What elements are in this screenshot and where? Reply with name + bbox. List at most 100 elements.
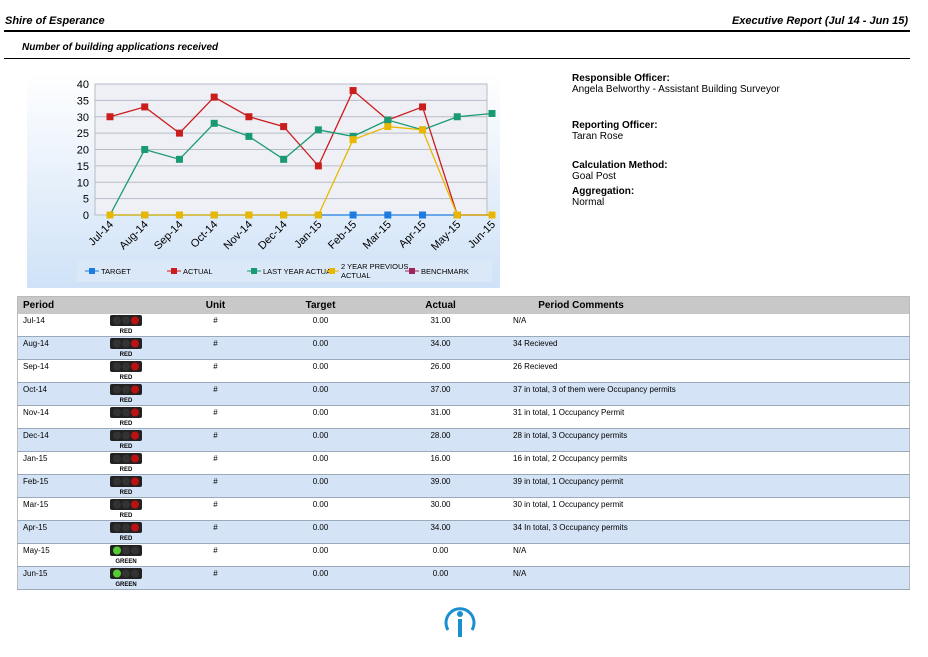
row: Aug-14 RED #0.00 34.00 34 Recieved bbox=[17, 336, 910, 360]
status-label: RED bbox=[119, 536, 132, 541]
actual: 0.00 bbox=[373, 543, 508, 567]
rule bbox=[4, 30, 910, 32]
status-label: RED bbox=[119, 375, 132, 380]
lamp bbox=[112, 454, 121, 463]
header-cell: Period bbox=[17, 296, 88, 314]
target: 0.00 bbox=[268, 428, 373, 452]
marker bbox=[245, 132, 253, 140]
row: May-15 GREEN #0.00 0.00 N/A bbox=[17, 543, 910, 567]
target: 0.00 bbox=[268, 497, 373, 521]
status: RED bbox=[88, 474, 163, 498]
status: RED bbox=[88, 359, 163, 383]
lamp bbox=[130, 362, 139, 371]
info-label: Responsible Officer: bbox=[572, 73, 670, 84]
lamp bbox=[121, 339, 130, 348]
status: GREEN bbox=[88, 543, 163, 567]
period: Mar-15 bbox=[17, 497, 88, 521]
unit: # bbox=[163, 520, 268, 544]
logo bbox=[444, 607, 476, 637]
comment: 39 in total, 1 Occupancy permit bbox=[508, 474, 910, 498]
legend-swatch bbox=[251, 268, 257, 274]
status: RED bbox=[88, 405, 163, 429]
marker bbox=[280, 211, 288, 219]
period: Apr-15 bbox=[17, 520, 88, 544]
legend-swatch bbox=[171, 268, 177, 274]
actual: 28.00 bbox=[373, 428, 508, 452]
status-label: RED bbox=[119, 421, 132, 426]
status-label: RED bbox=[119, 467, 132, 472]
row: Jun-15 GREEN #0.00 0.00 N/A bbox=[17, 566, 910, 590]
legend-label: BENCHMARK bbox=[421, 267, 469, 276]
header-cell: Period Comments bbox=[508, 296, 910, 314]
unit: # bbox=[163, 382, 268, 406]
legend-bg bbox=[77, 260, 492, 282]
marker bbox=[384, 116, 392, 124]
traffic-light: RED bbox=[109, 315, 142, 335]
traffic-light: RED bbox=[109, 361, 142, 381]
lamp bbox=[121, 454, 130, 463]
traffic-light: RED bbox=[109, 476, 142, 496]
comment: 34 In total, 3 Occupancy permits bbox=[508, 520, 910, 544]
row: Jan-15 RED #0.00 16.00 16 in total, 2 Occupa… bbox=[17, 451, 910, 475]
lamp bbox=[130, 546, 139, 555]
legend-swatch bbox=[89, 268, 95, 274]
marker bbox=[175, 211, 183, 219]
subtitle: Number of building applications received bbox=[22, 42, 219, 53]
status-label: RED bbox=[119, 513, 132, 518]
y-tick-label: 15 bbox=[77, 161, 89, 173]
marker bbox=[349, 136, 357, 144]
marker bbox=[106, 113, 114, 121]
lamp bbox=[121, 546, 130, 555]
lamp bbox=[112, 477, 121, 486]
status: RED bbox=[88, 428, 163, 452]
row: Sep-14 RED #0.00 26.00 26 Recieved bbox=[17, 359, 910, 383]
lamp bbox=[112, 316, 121, 325]
comment: 30 in total, 1 Occupancy permit bbox=[508, 497, 910, 521]
period: Jun-15 bbox=[17, 566, 88, 590]
actual: 26.00 bbox=[373, 359, 508, 383]
header-cell bbox=[88, 296, 163, 314]
lamp bbox=[112, 385, 121, 394]
y-tick-label: 10 bbox=[77, 177, 89, 189]
table: Period Unit Target Actual Period Comments Jul… bbox=[17, 296, 910, 590]
period: May-15 bbox=[17, 543, 88, 567]
lamp bbox=[121, 569, 130, 578]
status-label: RED bbox=[119, 329, 132, 334]
marker bbox=[245, 113, 253, 121]
legend-label: 2 YEAR PREVIOUS ACTUAL bbox=[341, 262, 408, 280]
unit: # bbox=[163, 405, 268, 429]
marker bbox=[175, 129, 183, 137]
y-tick-label: 0 bbox=[83, 210, 89, 222]
unit: # bbox=[163, 451, 268, 475]
lamp bbox=[112, 362, 121, 371]
marker bbox=[141, 103, 149, 111]
actual: 37.00 bbox=[373, 382, 508, 406]
lamp bbox=[121, 408, 130, 417]
lamp bbox=[121, 523, 130, 532]
lamp bbox=[130, 523, 139, 532]
info-value: Angela Belworthy - Assistant Building Su… bbox=[572, 84, 780, 95]
header-cell: Unit bbox=[163, 296, 268, 314]
status: RED bbox=[88, 382, 163, 406]
actual: 0.00 bbox=[373, 566, 508, 590]
status-label: RED bbox=[119, 398, 132, 403]
comment: N/A bbox=[508, 566, 910, 590]
lamp bbox=[121, 431, 130, 440]
lamp bbox=[112, 546, 121, 555]
marker bbox=[384, 211, 392, 219]
legend-label: LAST YEAR ACTUAL bbox=[263, 267, 335, 276]
unit: # bbox=[163, 497, 268, 521]
y-tick-label: 5 bbox=[83, 194, 89, 206]
row: Mar-15 RED #0.00 30.00 30 in total, 1 Occupa… bbox=[17, 497, 910, 521]
comment: 31 in total, 1 Occupancy Permit bbox=[508, 405, 910, 429]
y-tick-label: 40 bbox=[77, 79, 89, 91]
marker bbox=[314, 211, 322, 219]
actual: 34.00 bbox=[373, 336, 508, 360]
actual: 39.00 bbox=[373, 474, 508, 498]
target: 0.00 bbox=[268, 382, 373, 406]
marker bbox=[419, 211, 427, 219]
traffic-light: RED bbox=[109, 453, 142, 473]
comment: 34 Recieved bbox=[508, 336, 910, 360]
marker bbox=[488, 109, 496, 117]
lamp bbox=[130, 316, 139, 325]
